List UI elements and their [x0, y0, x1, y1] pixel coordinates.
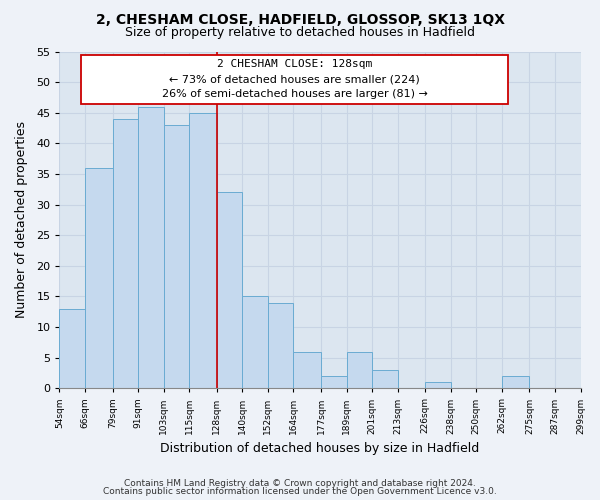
Bar [425, 382, 451, 388]
Bar [189, 112, 217, 388]
Bar [242, 296, 268, 388]
Bar [293, 352, 321, 389]
Bar [347, 352, 372, 389]
Text: 26% of semi-detached houses are larger (81) →: 26% of semi-detached houses are larger (… [161, 88, 427, 99]
Bar [321, 376, 347, 388]
Text: ← 73% of detached houses are smaller (224): ← 73% of detached houses are smaller (22… [169, 74, 420, 84]
Bar [268, 302, 293, 388]
Bar [372, 370, 398, 388]
Bar [502, 376, 529, 388]
Text: 2 CHESHAM CLOSE: 128sqm: 2 CHESHAM CLOSE: 128sqm [217, 60, 372, 70]
Bar [113, 119, 138, 388]
Bar [59, 308, 85, 388]
Text: Size of property relative to detached houses in Hadfield: Size of property relative to detached ho… [125, 26, 475, 39]
X-axis label: Distribution of detached houses by size in Hadfield: Distribution of detached houses by size … [160, 442, 479, 455]
Text: Contains public sector information licensed under the Open Government Licence v3: Contains public sector information licen… [103, 487, 497, 496]
Bar [217, 192, 242, 388]
Bar [85, 168, 113, 388]
Text: 2, CHESHAM CLOSE, HADFIELD, GLOSSOP, SK13 1QX: 2, CHESHAM CLOSE, HADFIELD, GLOSSOP, SK1… [95, 12, 505, 26]
Bar [164, 125, 189, 388]
Text: Contains HM Land Registry data © Crown copyright and database right 2024.: Contains HM Land Registry data © Crown c… [124, 478, 476, 488]
Y-axis label: Number of detached properties: Number of detached properties [15, 122, 28, 318]
Bar [138, 106, 164, 388]
FancyBboxPatch shape [81, 54, 508, 104]
